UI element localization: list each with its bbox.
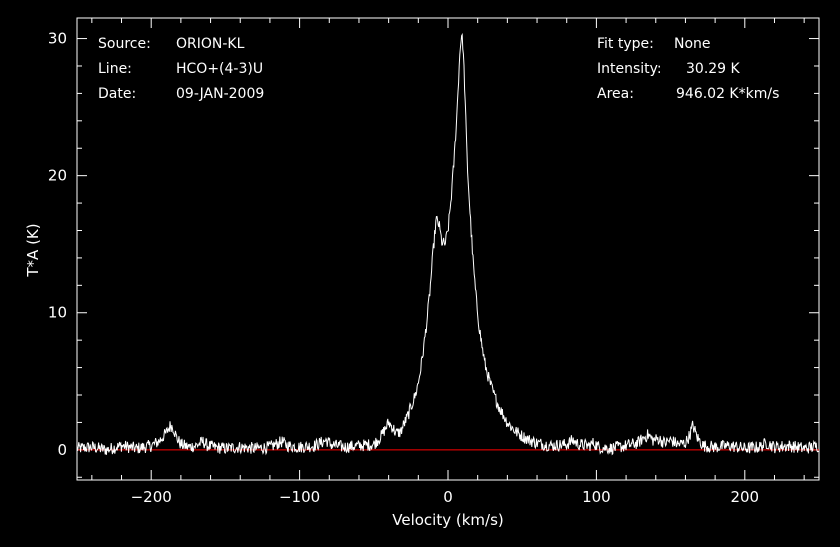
y-tick-label: 0 — [57, 441, 67, 459]
y-axis-label: T*A (K) — [24, 223, 42, 277]
area-label: Area: — [597, 86, 634, 102]
source-value: ORION-KL — [176, 36, 245, 52]
line-value: HCO+(4-3)U — [176, 61, 264, 77]
intensity-label: Intensity: — [597, 61, 662, 77]
intensity-value: 30.29 K — [686, 61, 740, 77]
y-tick-label: 10 — [48, 304, 67, 322]
x-axis-label: Velocity (km/s) — [392, 511, 503, 529]
y-tick-label: 30 — [48, 30, 67, 48]
axis-ticks — [77, 18, 819, 480]
x-tick-label: 200 — [730, 488, 759, 506]
line-label: Line: — [98, 61, 132, 77]
fit-type-label: Fit type: — [597, 36, 654, 52]
x-tick-label: 100 — [582, 488, 611, 506]
axis-tick-labels: −200 −100 0 100 200 0 10 20 30 — [48, 30, 759, 506]
x-tick-label: 0 — [443, 488, 453, 506]
date-value: 09-JAN-2009 — [176, 86, 265, 102]
spectrum-line — [76, 32, 819, 456]
x-tick-label: −200 — [131, 488, 172, 506]
fit-type-value: None — [674, 36, 711, 52]
y-tick-label: 20 — [48, 167, 67, 185]
date-label: Date: — [98, 86, 137, 102]
x-tick-label: −100 — [279, 488, 320, 506]
source-label: Source: — [98, 36, 151, 52]
area-value: 946.02 K*km/s — [676, 86, 780, 102]
